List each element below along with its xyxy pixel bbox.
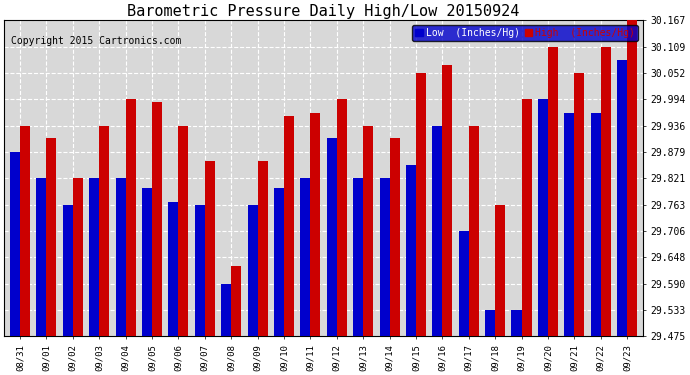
Bar [548, 47, 558, 336]
Bar [152, 102, 162, 336]
Bar [274, 188, 284, 336]
Bar [617, 60, 627, 336]
Bar [337, 99, 347, 336]
Bar [469, 126, 479, 336]
Bar [195, 205, 205, 336]
Bar [511, 310, 522, 336]
Bar [564, 112, 574, 336]
Bar [168, 202, 179, 336]
Bar [601, 47, 611, 336]
Bar [115, 178, 126, 336]
Bar [522, 99, 531, 336]
Bar [591, 112, 601, 336]
Bar [485, 310, 495, 336]
Bar [627, 20, 637, 336]
Bar [89, 178, 99, 336]
Bar [433, 126, 442, 336]
Bar [495, 205, 505, 336]
Bar [538, 99, 548, 336]
Bar [46, 138, 57, 336]
Bar [284, 116, 294, 336]
Bar [574, 73, 584, 336]
Bar [380, 178, 390, 336]
Bar [126, 99, 136, 336]
Bar [416, 73, 426, 336]
Bar [442, 64, 453, 336]
Bar [63, 205, 73, 336]
Bar [99, 126, 109, 336]
Bar [327, 138, 337, 336]
Bar [390, 138, 400, 336]
Bar [248, 205, 257, 336]
Text: Copyright 2015 Cartronics.com: Copyright 2015 Cartronics.com [10, 36, 181, 46]
Bar [310, 112, 320, 336]
Bar [142, 188, 152, 336]
Bar [300, 178, 310, 336]
Bar [179, 126, 188, 336]
Bar [406, 165, 416, 336]
Legend: Low  (Inches/Hg), High  (Inches/Hg): Low (Inches/Hg), High (Inches/Hg) [412, 25, 638, 41]
Bar [363, 126, 373, 336]
Bar [257, 161, 268, 336]
Bar [231, 266, 241, 336]
Bar [37, 178, 46, 336]
Title: Barometric Pressure Daily High/Low 20150924: Barometric Pressure Daily High/Low 20150… [128, 4, 520, 19]
Bar [221, 284, 231, 336]
Bar [20, 126, 30, 336]
Bar [459, 231, 469, 336]
Bar [353, 178, 363, 336]
Bar [73, 178, 83, 336]
Bar [10, 152, 20, 336]
Bar [205, 161, 215, 336]
